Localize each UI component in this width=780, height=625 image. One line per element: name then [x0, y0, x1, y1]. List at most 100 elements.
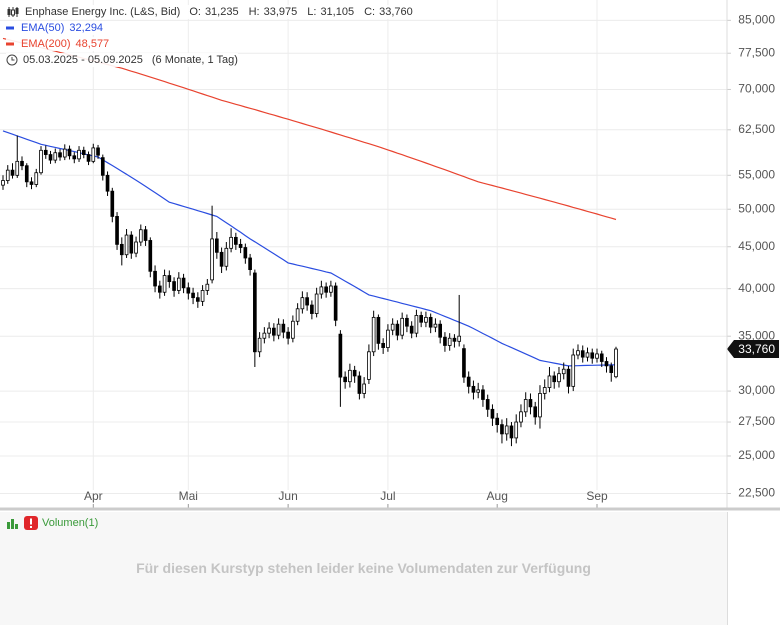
candle-body [53, 152, 58, 161]
candle-body [419, 315, 423, 323]
candle-body [96, 147, 100, 156]
ohlc-values: O: 31,235 H: 33,975 L: 31,105 C: 33,760 [189, 5, 418, 19]
candle-body [229, 236, 233, 249]
x-tick-label: Sep [586, 489, 608, 503]
y-tick-label: 27,500 [738, 414, 775, 428]
candle-body [409, 325, 414, 334]
legend-ema200[interactable]: EMA(200) 48,577 [6, 37, 110, 51]
x-tick-label: Jul [380, 489, 395, 503]
legend-title: Enphase Energy Inc. (L&S, Bid) [25, 6, 181, 18]
candle-body [148, 240, 153, 272]
legend-ohlc: Enphase Energy Inc. (L&S, Bid) O: 31,235 H… [6, 5, 419, 19]
candle-body [262, 332, 267, 339]
candle-body [490, 408, 495, 419]
candle-body [20, 160, 24, 167]
x-tick-label: Apr [84, 489, 103, 503]
candle-body [196, 297, 200, 302]
volume-icon [7, 519, 18, 529]
candle-body [191, 292, 195, 299]
x-tick-label: Mai [179, 489, 198, 503]
candle-body [376, 316, 381, 344]
y-tick-label: 62,500 [738, 122, 775, 136]
y-tick-label: 55,000 [738, 167, 775, 181]
candle-body [62, 148, 67, 158]
candle-body [67, 148, 72, 157]
candle-body [428, 316, 433, 328]
candle-body [286, 331, 290, 339]
candle-body [443, 336, 447, 346]
candle-body [485, 399, 490, 410]
candle-body [519, 411, 523, 423]
candle-body [267, 327, 271, 334]
candle-body [476, 389, 481, 393]
candle-body [238, 243, 243, 248]
candle-body [205, 283, 210, 291]
legend-ema50[interactable]: EMA(50) 32,294 [6, 21, 104, 35]
candle-body [599, 353, 604, 362]
volume-panel: Volumen(1) Für diesen Kurstyp stehen lei… [0, 512, 728, 625]
ohlc-value: 31,235 [204, 6, 239, 18]
period: (6 Monate, 1 Tag) [151, 54, 238, 66]
candle-body [253, 272, 257, 353]
candle-body [371, 316, 376, 353]
candle-body [276, 323, 281, 336]
ohlc-label: L: [307, 6, 317, 18]
candle-body [157, 285, 162, 293]
candle-body [10, 169, 15, 176]
candle-body [414, 315, 419, 334]
candle-body [43, 149, 48, 155]
candle-body [34, 172, 39, 185]
ohlc-value: 33,975 [263, 6, 298, 18]
candle-body [338, 333, 343, 378]
candle-body [24, 165, 29, 183]
candle-body [571, 354, 576, 387]
candle-body [300, 297, 305, 310]
candle-body [352, 369, 357, 377]
candle-body [295, 308, 300, 322]
candle-body [595, 353, 599, 359]
candle-body [405, 317, 409, 327]
candle-body [495, 417, 500, 426]
y-tick-label: 22,500 [738, 486, 775, 500]
candle-body [547, 375, 552, 388]
candle-body [172, 281, 176, 291]
candle-body [39, 149, 43, 174]
candle-body [400, 317, 404, 336]
candle-body [167, 275, 172, 283]
candle-body [585, 352, 590, 358]
volume-legend[interactable]: Volumen(1) [6, 516, 98, 530]
candle-body [5, 169, 10, 181]
date-range: 05.03.2025 - 05.09.2025 [23, 54, 143, 66]
candle-body [58, 152, 62, 158]
y-tick-label: 70,000 [738, 82, 775, 96]
clock-icon [6, 54, 18, 66]
candle-body [343, 376, 347, 383]
candle-body [333, 285, 338, 321]
candle-body [509, 425, 514, 439]
last-price-box [727, 340, 779, 359]
candle-body [176, 277, 181, 291]
warning-icon [24, 516, 38, 530]
candle-body [29, 181, 34, 185]
candle-body [390, 323, 395, 331]
legend-swatch [6, 26, 14, 30]
candle-body [210, 238, 214, 281]
ohlc-label: C: [364, 6, 376, 18]
candle-body [115, 216, 119, 245]
candle-body [504, 425, 509, 435]
candle-body [81, 149, 86, 155]
candle-body [281, 323, 286, 333]
candle-body [186, 287, 191, 294]
legend-swatch [6, 42, 14, 46]
candle-body [357, 375, 362, 394]
candle-body [395, 323, 400, 336]
candle-body [561, 368, 566, 375]
candle-body [305, 297, 309, 306]
candle-body [1, 180, 5, 186]
ohlc-label: H: [248, 6, 260, 18]
candle-body [381, 342, 385, 348]
candle-body [291, 320, 295, 339]
candle-body [153, 270, 157, 287]
candle-body [462, 348, 466, 378]
